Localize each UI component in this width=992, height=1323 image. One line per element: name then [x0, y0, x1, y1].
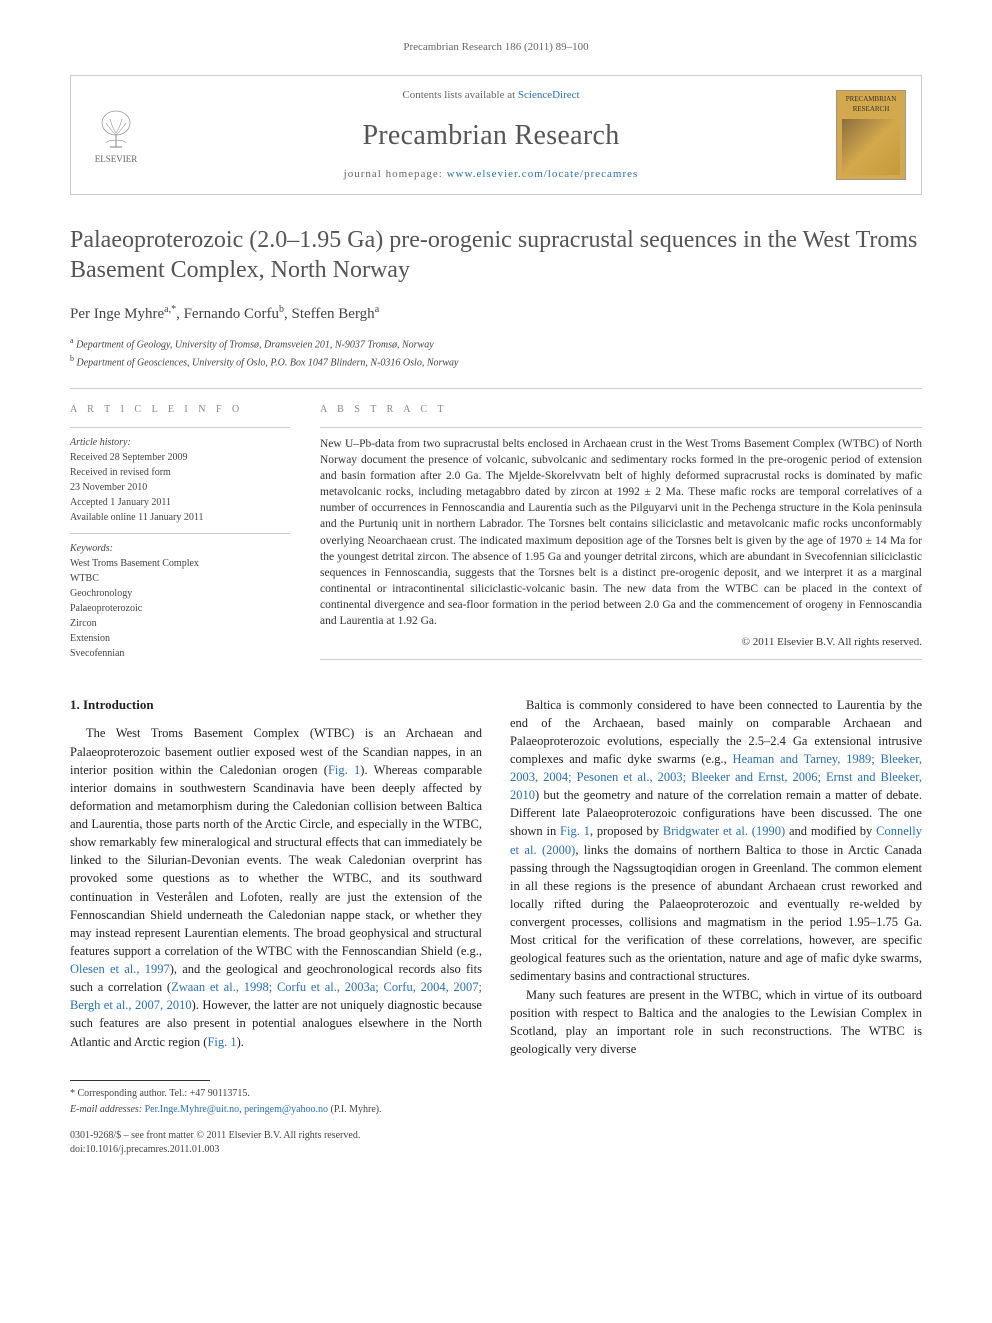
accepted-date: Accepted 1 January 2011 [70, 496, 290, 510]
journal-name: Precambrian Research [161, 116, 821, 155]
article-info-heading: A R T I C L E I N F O [70, 403, 290, 417]
received-date: Received 28 September 2009 [70, 451, 290, 465]
email-link[interactable]: peringem@yahoo.no [244, 1104, 328, 1115]
keyword: Palaeoproterozoic [70, 602, 290, 616]
email-line: E-mail addresses: Per.Inge.Myhre@uit.no,… [70, 1103, 922, 1117]
abstract-heading: A B S T R A C T [320, 403, 922, 417]
online-date: Available online 11 January 2011 [70, 511, 290, 525]
article-body: 1. Introduction The West Troms Basement … [70, 696, 922, 1059]
sciencedirect-link[interactable]: ScienceDirect [518, 89, 580, 101]
section-heading-introduction: 1. Introduction [70, 696, 482, 715]
cover-thumb-image [842, 119, 900, 175]
affiliation-a: a Department of Geology, University of T… [70, 335, 922, 352]
publisher-label: ELSEVIER [95, 153, 138, 166]
revised-label: Received in revised form [70, 466, 290, 480]
issn-line: 0301-9268/$ – see front matter © 2011 El… [70, 1129, 922, 1143]
abstract-column: A B S T R A C T New U–Pb-data from two s… [320, 403, 922, 668]
journal-homepage-line: journal homepage: www.elsevier.com/locat… [161, 167, 821, 182]
affiliations: a Department of Geology, University of T… [70, 335, 922, 370]
contents-prefix: Contents lists available at [402, 89, 517, 101]
history-label: Article history: [70, 436, 290, 450]
running-header: Precambrian Research 186 (2011) 89–100 [70, 40, 922, 55]
journal-cover-thumbnail: PRECAMBRIAN RESEARCH [836, 90, 906, 180]
keyword: Zircon [70, 617, 290, 631]
keyword: Svecofennian [70, 647, 290, 661]
keyword: West Troms Basement Complex [70, 557, 290, 571]
citation-link[interactable]: Olesen et al., 1997 [70, 962, 170, 976]
divider-rule [70, 388, 922, 389]
figure-ref-link[interactable]: Fig. 1 [328, 763, 360, 777]
affiliation-b: b Department of Geosciences, University … [70, 353, 922, 370]
keyword: Extension [70, 632, 290, 646]
figure-ref-link[interactable]: Fig. 1 [560, 824, 590, 838]
elsevier-logo: ELSEVIER [86, 101, 146, 169]
article-title: Palaeoproterozoic (2.0–1.95 Ga) pre-orog… [70, 225, 922, 285]
journal-masthead: ELSEVIER Contents lists available at Sci… [70, 75, 922, 195]
abstract-copyright: © 2011 Elsevier B.V. All rights reserved… [320, 635, 922, 650]
author-2: , Fernando Corfu [176, 306, 279, 322]
doi-block: 0301-9268/$ – see front matter © 2011 El… [70, 1129, 922, 1157]
keywords-label: Keywords: [70, 542, 290, 556]
author-3-affil-sup: a [375, 304, 379, 315]
author-3: , Steffen Bergh [284, 306, 375, 322]
article-info-column: A R T I C L E I N F O Article history: R… [70, 403, 290, 668]
cover-thumb-title: PRECAMBRIAN RESEARCH [841, 95, 901, 115]
elsevier-tree-icon [92, 105, 140, 153]
masthead-center: Contents lists available at ScienceDirec… [161, 88, 821, 182]
email-author-name: (P.I. Myhre). [328, 1104, 382, 1115]
contents-available-line: Contents lists available at ScienceDirec… [161, 88, 821, 103]
authors-line: Per Inge Myhrea,*, Fernando Corfub, Stef… [70, 303, 922, 325]
figure-ref-link[interactable]: Fig. 1 [207, 1035, 236, 1049]
affil-b-text: Department of Geosciences, University of… [74, 357, 459, 368]
email-link[interactable]: Per.Inge.Myhre@uit.no [145, 1104, 239, 1115]
corresponding-author-footer: * Corresponding author. Tel.: +47 901137… [70, 1080, 922, 1117]
corresponding-author-line: * Corresponding author. Tel.: +47 901137… [70, 1087, 922, 1101]
affil-a-text: Department of Geology, University of Tro… [74, 340, 434, 351]
doi-line: doi:10.1016/j.precamres.2011.01.003 [70, 1143, 922, 1157]
footer-rule [70, 1080, 210, 1081]
body-paragraph: Baltica is commonly considered to have b… [510, 696, 922, 986]
abstract-text: New U–Pb-data from two supracrustal belt… [320, 436, 922, 629]
keyword: WTBC [70, 572, 290, 586]
keyword: Geochronology [70, 587, 290, 601]
email-label: E-mail addresses: [70, 1104, 142, 1115]
body-paragraph: The West Troms Basement Complex (WTBC) i… [70, 724, 482, 1050]
homepage-prefix: journal homepage: [344, 168, 447, 180]
author-1: Per Inge Myhre [70, 306, 164, 322]
citation-link[interactable]: Bridgwater et al. (1990) [663, 824, 785, 838]
citation-link[interactable]: Zwaan et al., 1998; Corfu et al., 2003a;… [70, 980, 482, 1012]
journal-homepage-link[interactable]: www.elsevier.com/locate/precamres [447, 168, 639, 180]
citation-link[interactable]: Heaman and Tarney, 1989; Bleeker, 2003, … [510, 752, 922, 802]
body-paragraph: Many such features are present in the WT… [510, 986, 922, 1059]
revised-date: 23 November 2010 [70, 481, 290, 495]
